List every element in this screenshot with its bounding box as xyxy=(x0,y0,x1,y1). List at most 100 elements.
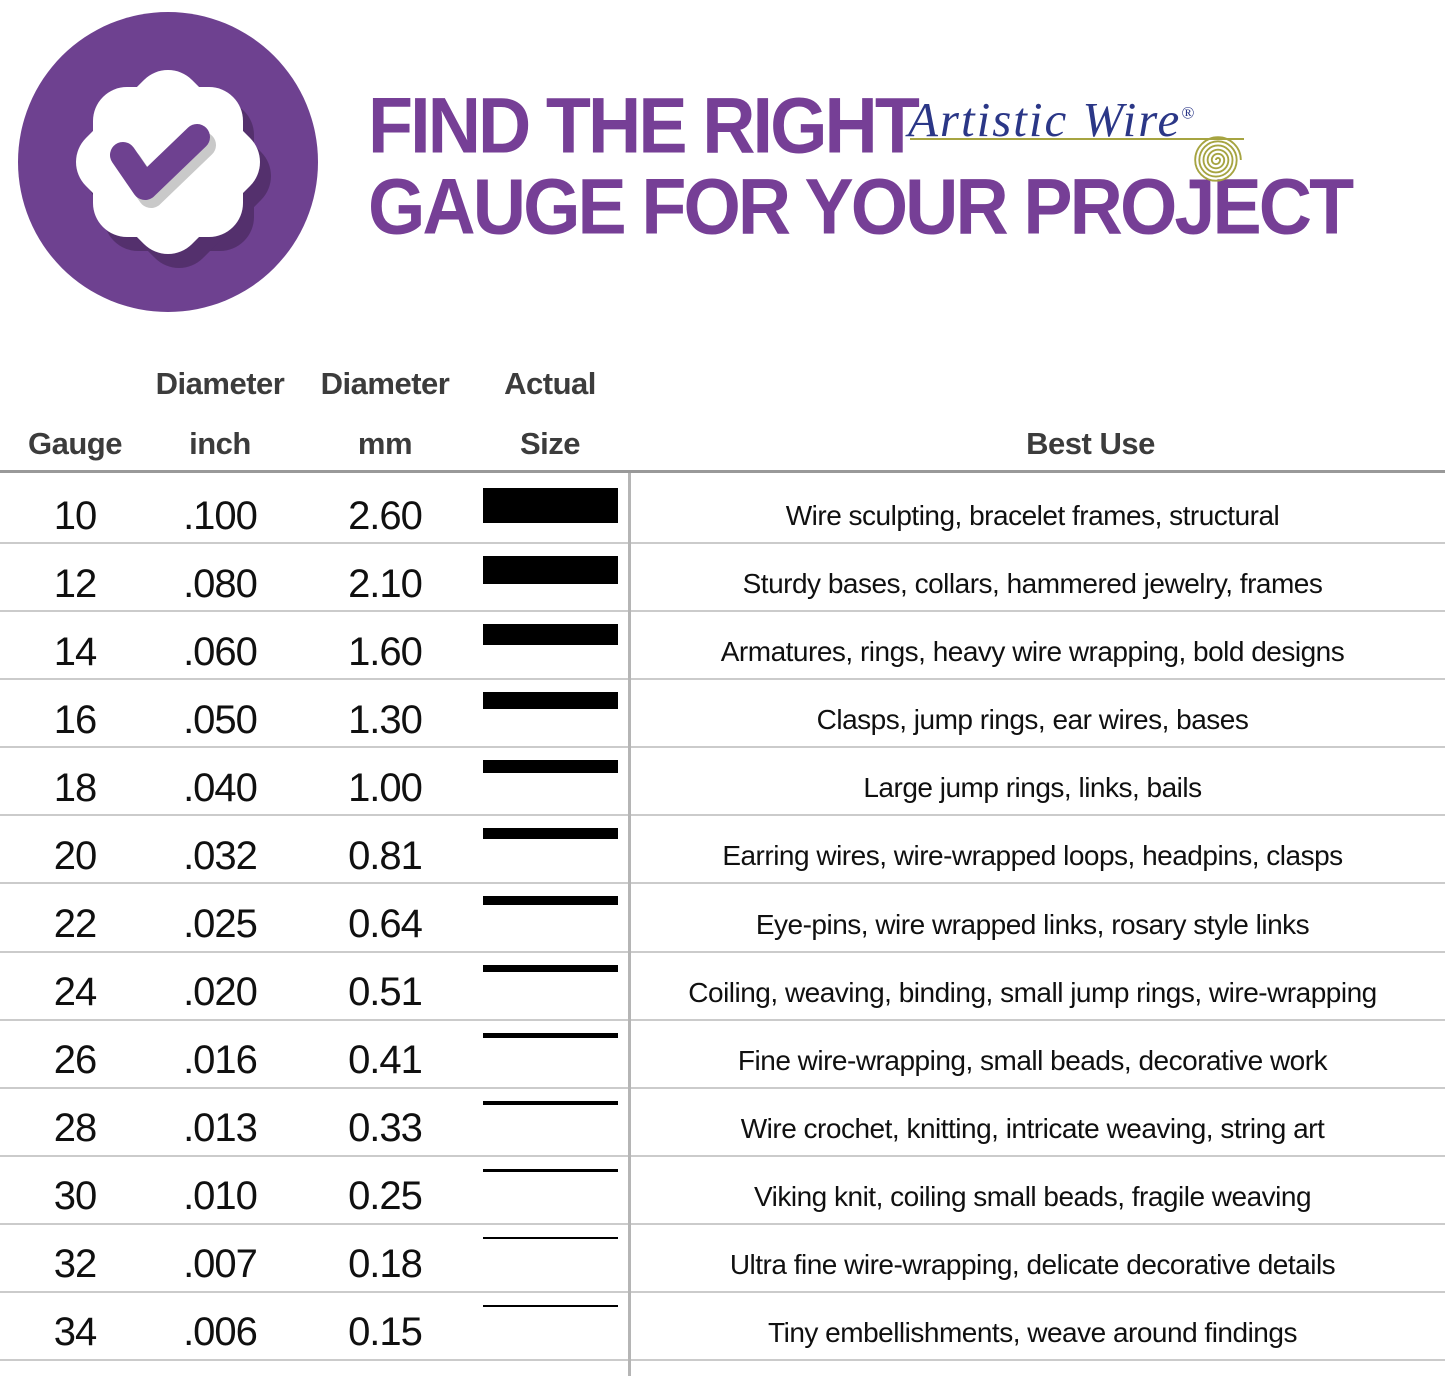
actual-size-cell xyxy=(480,680,620,746)
inch-cell: .007 xyxy=(183,1242,258,1287)
mm-cell: 0.64 xyxy=(348,902,423,946)
mm-cell: 0.25 xyxy=(348,1174,423,1219)
table-row: 24 .020 0.51 Coiling, weaving, binding, … xyxy=(0,953,1445,1021)
actual-size-cell xyxy=(480,1293,620,1359)
inch-cell: .050 xyxy=(183,697,258,742)
header-gauge: Gauge xyxy=(28,426,122,461)
inch-cell: .080 xyxy=(183,561,258,606)
best-use-cell: Ultra fine wire-wrapping, delicate decor… xyxy=(729,1248,1336,1280)
actual-size-bar xyxy=(482,1236,618,1239)
best-use-cell: Viking knit, coiling small beads, fragil… xyxy=(753,1180,1312,1212)
inch-cell: .006 xyxy=(183,1310,258,1355)
header-inch-top: Diameter xyxy=(155,366,285,401)
best-use-cell: Wire sculpting, bracelet frames, structu… xyxy=(785,500,1280,532)
inch-cell: .040 xyxy=(183,765,258,810)
table-body: 10 .100 2.60 Wire sculpting, bracelet fr… xyxy=(0,476,1445,1362)
wire-spiral-icon xyxy=(1194,136,1242,182)
best-use-cell: Clasps, jump rings, ear wires, bases xyxy=(816,704,1249,736)
gauge-cell: 28 xyxy=(53,1106,98,1151)
mm-cell: 1.60 xyxy=(348,629,423,674)
table-row: 18 .040 1.00 Large jump rings, links, ba… xyxy=(0,748,1445,817)
actual-size-cell xyxy=(480,816,620,882)
actual-size-bar xyxy=(482,760,618,774)
header-size: Size xyxy=(519,426,581,461)
gauge-cell: 22 xyxy=(53,902,98,946)
mm-cell: 0.15 xyxy=(348,1310,423,1355)
actual-size-cell xyxy=(480,1157,620,1223)
table-row: 28 .013 0.33 Wire crochet, knitting, int… xyxy=(0,1089,1445,1157)
mm-cell: 0.81 xyxy=(348,833,423,878)
actual-size-cell xyxy=(480,1089,620,1155)
actual-size-bar xyxy=(482,1168,618,1172)
mm-cell: 1.00 xyxy=(348,765,423,810)
mm-cell: 0.41 xyxy=(348,1038,423,1083)
gauge-cell: 16 xyxy=(53,697,98,742)
header-size-top: Actual xyxy=(504,366,596,401)
gauge-cell: 14 xyxy=(53,629,98,674)
actual-size-cell xyxy=(480,884,620,950)
best-use-cell: Large jump rings, links, bails xyxy=(863,772,1202,804)
table-row: 30 .010 0.25 Viking knit, coiling small … xyxy=(0,1157,1445,1225)
mm-cell: 1.30 xyxy=(348,697,423,742)
inch-cell: .060 xyxy=(183,629,258,674)
header-inch: inch xyxy=(189,426,251,461)
actual-size-bar xyxy=(482,1304,618,1307)
actual-size-cell xyxy=(480,612,620,678)
table-row: 32 .007 0.18 Ultra fine wire-wrapping, d… xyxy=(0,1225,1445,1293)
actual-size-bar xyxy=(482,964,618,972)
header-mm: mm xyxy=(357,426,413,461)
actual-size-bar xyxy=(482,1032,618,1038)
brand-name: Artistic Wire® xyxy=(908,92,1195,148)
gauge-cell: 18 xyxy=(53,765,98,810)
best-use-cell: Coiling, weaving, binding, small jump ri… xyxy=(688,976,1377,1008)
actual-size-cell xyxy=(480,476,620,542)
gauge-cell: 20 xyxy=(53,833,98,878)
mm-cell: 0.51 xyxy=(348,970,423,1015)
inch-cell: .020 xyxy=(183,970,258,1015)
actual-size-bar xyxy=(482,1100,618,1105)
actual-size-bar xyxy=(482,692,618,710)
check-badge-icon xyxy=(13,7,323,317)
gauge-cell: 10 xyxy=(53,493,98,538)
header-mm-top: Diameter xyxy=(320,366,450,401)
inch-cell: .013 xyxy=(183,1106,258,1151)
column-divider-line xyxy=(628,473,631,1376)
actual-size-bar xyxy=(482,828,618,840)
header-gauge-top xyxy=(0,366,150,402)
best-use-cell: Tiny embellishments, weave around findin… xyxy=(768,1316,1297,1348)
actual-size-cell xyxy=(480,748,620,814)
mm-cell: 0.33 xyxy=(348,1106,423,1151)
actual-size-bar xyxy=(482,488,618,523)
table-row: 12 .080 2.10 Sturdy bases, collars, hamm… xyxy=(0,544,1445,613)
inch-cell: .010 xyxy=(183,1174,258,1219)
header-best-use: Best Use xyxy=(1026,426,1155,461)
gauge-cell: 24 xyxy=(53,970,98,1015)
inch-cell: .100 xyxy=(183,493,258,538)
best-use-cell: Fine wire-wrapping, small beads, decorat… xyxy=(737,1044,1328,1076)
brand-underline xyxy=(910,138,1244,140)
best-use-cell: Sturdy bases, collars, hammered jewelry,… xyxy=(742,568,1323,600)
table-row: 26 .016 0.41 Fine wire-wrapping, small b… xyxy=(0,1021,1445,1089)
inch-cell: .016 xyxy=(183,1038,258,1083)
gauge-cell: 12 xyxy=(53,561,98,606)
registered-mark: ® xyxy=(1181,104,1195,123)
actual-size-cell xyxy=(480,1225,620,1291)
mm-cell: 2.10 xyxy=(348,561,423,606)
best-use-cell: Armatures, rings, heavy wire wrapping, b… xyxy=(720,636,1345,668)
table-row: 20 .032 0.81 Earring wires, wire-wrapped… xyxy=(0,816,1445,885)
actual-size-bar xyxy=(482,556,618,585)
table-header: Diameter Diameter Actual Gauge inch mm S… xyxy=(0,0,1445,473)
gauge-cell: 34 xyxy=(53,1310,98,1355)
header-bestuse-top xyxy=(620,366,1445,402)
mm-cell: 0.18 xyxy=(348,1242,423,1287)
actual-size-cell xyxy=(480,953,620,1019)
table-row: 34 .006 0.15 Tiny embellishments, weave … xyxy=(0,1293,1445,1362)
gauge-cell: 30 xyxy=(53,1174,98,1219)
page-title-line2: GAUGE FOR YOUR PROJECT xyxy=(368,162,1354,252)
actual-size-bar xyxy=(482,896,618,906)
brand-logo: Artistic Wire® xyxy=(908,88,1258,198)
actual-size-cell xyxy=(480,1021,620,1087)
table-row: 16 .050 1.30 Clasps, jump rings, ear wir… xyxy=(0,680,1445,749)
table-row: 22 .025 0.64 Eye-pins, wire wrapped link… xyxy=(0,884,1445,953)
actual-size-cell xyxy=(480,544,620,610)
